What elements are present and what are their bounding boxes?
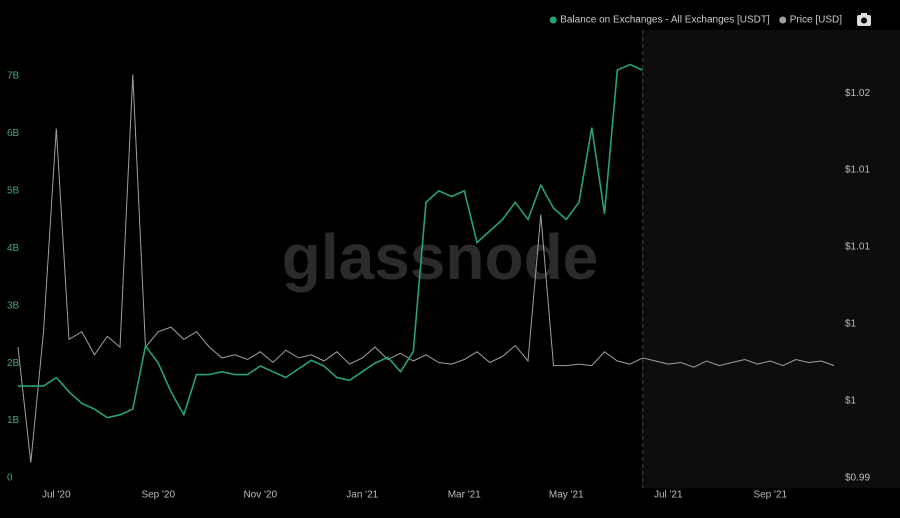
y2-tick-label: $1.01	[845, 242, 870, 253]
x-tick-label: May '21	[549, 490, 584, 501]
y-tick-label: 4B	[7, 243, 20, 254]
x-tick-label: Jul '20	[42, 490, 71, 501]
y-tick-label: 1B	[7, 415, 20, 426]
legend-label[interactable]: Balance on Exchanges - All Exchanges [US…	[560, 15, 770, 26]
y2-tick-label: $1	[845, 319, 857, 330]
projection-shade	[642, 30, 900, 488]
y-tick-label: 6B	[7, 128, 20, 139]
watermark: glassnode	[282, 221, 599, 293]
y-tick-label: 0	[7, 473, 13, 484]
x-tick-label: Mar '21	[448, 490, 481, 501]
series-line	[17, 74, 835, 463]
x-tick-label: Sep '21	[753, 490, 787, 501]
legend-label[interactable]: Price [USD]	[790, 15, 842, 26]
x-tick-label: Sep '20	[141, 490, 175, 501]
y-tick-label: 5B	[7, 185, 20, 196]
y-tick-label: 7B	[7, 71, 20, 82]
camera-top[interactable]	[861, 13, 867, 16]
y2-tick-label: $1.01	[845, 165, 870, 176]
camera-icon[interactable]	[857, 13, 871, 26]
x-tick-label: Jan '21	[346, 490, 378, 501]
y2-tick-label: $1.02	[845, 88, 870, 99]
x-tick-label: Jul '21	[654, 490, 683, 501]
camera-lens[interactable]	[861, 17, 867, 24]
y-tick-label: 2B	[7, 358, 20, 369]
y2-tick-label: $1	[845, 396, 857, 407]
legend-marker[interactable]	[779, 16, 787, 24]
x-tick-label: Nov '20	[243, 490, 277, 501]
legend-marker[interactable]	[549, 16, 557, 24]
y2-tick-label: $0.99	[845, 473, 870, 484]
series-line	[18, 63, 644, 419]
y-tick-label: 3B	[7, 300, 20, 311]
